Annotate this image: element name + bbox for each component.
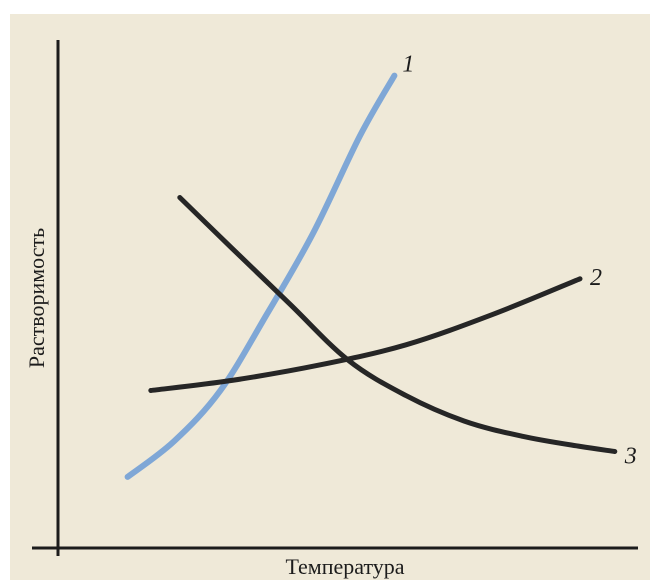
series-layer: 1 2 3 xyxy=(124,52,637,480)
y-axis-label: Растворимость xyxy=(24,228,49,368)
chart-background xyxy=(10,14,650,580)
series-3-label: 3 xyxy=(624,444,637,470)
series-2-line xyxy=(148,276,583,393)
series-2-label: 2 xyxy=(590,265,602,291)
series-1-line xyxy=(124,72,398,480)
x-axis-label: Температура xyxy=(285,554,404,579)
series-3-line xyxy=(177,195,618,454)
series-1-label: 1 xyxy=(402,52,414,78)
